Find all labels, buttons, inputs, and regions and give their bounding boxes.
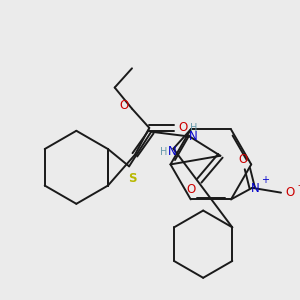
- Text: O: O: [285, 186, 294, 199]
- Text: O: O: [178, 122, 188, 134]
- Text: O: O: [186, 183, 195, 196]
- Text: +: +: [261, 175, 269, 185]
- Text: N: N: [168, 145, 177, 158]
- Text: H: H: [190, 123, 197, 133]
- Text: N: N: [251, 182, 260, 195]
- Text: N: N: [189, 130, 198, 143]
- Text: H: H: [160, 147, 167, 157]
- Text: O: O: [120, 99, 129, 112]
- Text: O: O: [238, 154, 247, 166]
- Text: S: S: [128, 172, 136, 185]
- Text: -: -: [297, 180, 300, 190]
